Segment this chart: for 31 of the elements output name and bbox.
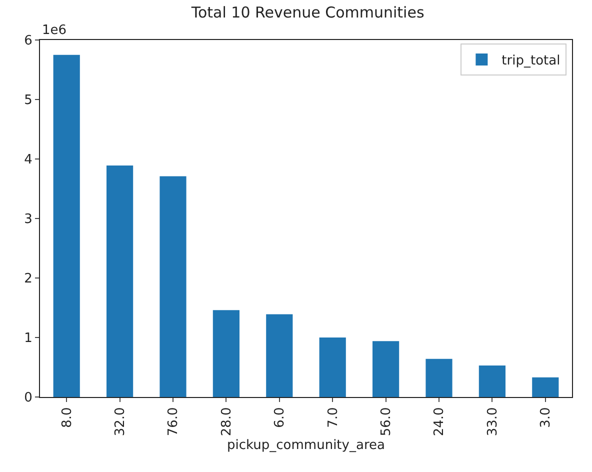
x-tick-label: 32.0: [113, 407, 128, 436]
y-tick-label: 3: [24, 212, 32, 228]
bar: [212, 310, 240, 397]
x-tick-label: 8.0: [60, 407, 75, 428]
y-tick-label: 1: [24, 331, 32, 346]
y-tick-label: 2: [24, 272, 32, 287]
chart-title: Total 10 Revenue Communities: [190, 4, 424, 22]
legend-label: trip_total: [502, 54, 560, 69]
x-tick-label: 3.0: [538, 407, 554, 428]
x-tick-label: 33.0: [485, 407, 500, 436]
text: 1e6: [42, 23, 67, 38]
y-tick-label: 5: [24, 93, 32, 108]
bar: [160, 176, 186, 397]
x-axis-title: pickup_community_area: [227, 438, 385, 453]
bar: [266, 314, 293, 397]
bar: [478, 365, 506, 397]
x-tick-label: 76.0: [166, 407, 182, 436]
bar: [426, 358, 452, 397]
y-tick-label: 0: [24, 390, 32, 406]
x-tick-label: 24.0: [432, 407, 448, 436]
x-tick-label: 56.0: [379, 407, 394, 436]
x-tick-label: 6.0: [272, 407, 288, 428]
y-tick-label: 4: [24, 152, 32, 168]
bar: [319, 338, 346, 397]
x-tick-label: 7.0: [326, 407, 341, 428]
y-tick-label: 6: [24, 34, 32, 49]
bar: [53, 54, 80, 397]
bar: [372, 341, 400, 397]
bar: [106, 166, 134, 397]
x-tick-label: 28.0: [219, 407, 234, 436]
bar: [532, 377, 559, 397]
